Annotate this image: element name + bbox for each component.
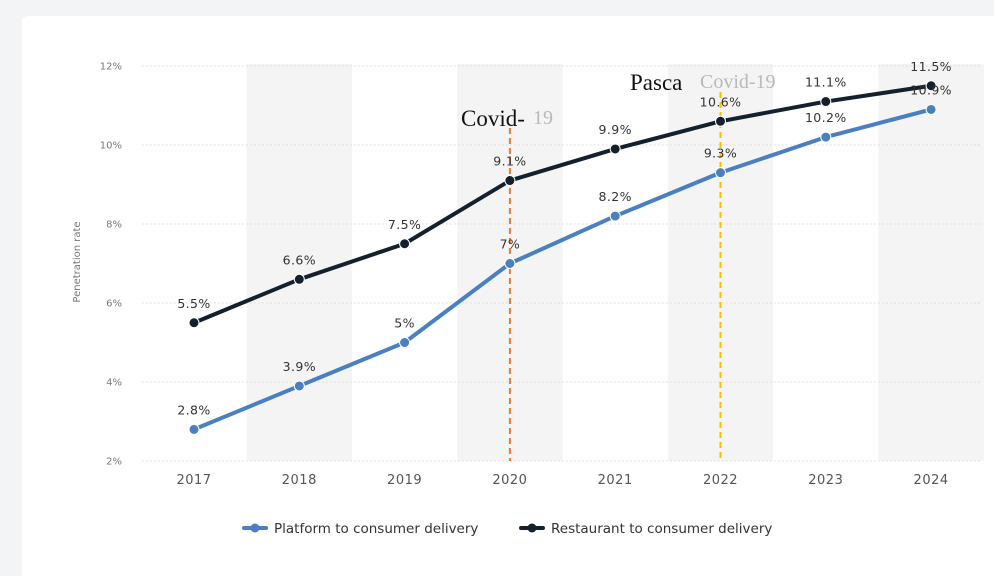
data-point bbox=[399, 337, 411, 348]
band-2024 bbox=[878, 64, 984, 461]
data-label: 6.6% bbox=[283, 252, 316, 267]
data-point bbox=[399, 238, 411, 250]
legend: Platform to consumer delivery Restaurant … bbox=[242, 521, 772, 537]
annotation-ghost-text: Covid-19 bbox=[700, 71, 776, 93]
data-label: 7.5% bbox=[388, 217, 421, 232]
data-label: 9.1% bbox=[493, 154, 526, 169]
annotation-text: Pasca bbox=[630, 70, 682, 95]
annotation-text: Covid- bbox=[461, 106, 525, 131]
data-point bbox=[188, 317, 200, 329]
data-point bbox=[188, 423, 200, 435]
data-point bbox=[293, 273, 305, 285]
data-point bbox=[715, 115, 726, 127]
x-axis-ticks: 2017 2018 2019 2020 2021 2022 2023 2024 bbox=[176, 473, 948, 488]
data-point bbox=[925, 80, 937, 92]
band-2018 bbox=[246, 64, 352, 461]
annotation-texts: 19 Covid- Covid-19 Pasca bbox=[461, 70, 776, 131]
data-label: 5% bbox=[394, 316, 415, 331]
x-tick-label: 2023 bbox=[808, 473, 843, 488]
data-label: 10.9% bbox=[910, 82, 952, 97]
legend-swatch-marker bbox=[527, 523, 537, 533]
y-axis-label: Penetration rate bbox=[72, 221, 83, 302]
legend-label: Restaurant to consumer delivery bbox=[551, 521, 772, 537]
data-point bbox=[715, 167, 726, 179]
x-tick-label: 2018 bbox=[282, 473, 317, 488]
data-point bbox=[925, 103, 937, 115]
data-label: 2.8% bbox=[177, 402, 210, 417]
y-tick-label: 10% bbox=[100, 141, 122, 152]
x-tick-label: 2024 bbox=[914, 473, 949, 488]
x-tick-label: 2020 bbox=[492, 473, 527, 488]
x-tick-label: 2017 bbox=[176, 473, 211, 488]
data-point bbox=[609, 210, 621, 222]
y-tick-label: 8% bbox=[106, 220, 122, 231]
data-label: 7% bbox=[500, 237, 521, 252]
series-group bbox=[188, 80, 937, 435]
data-label: 9.3% bbox=[704, 146, 737, 161]
data-point bbox=[293, 380, 305, 392]
grid-lines bbox=[142, 65, 982, 462]
data-label: 5.5% bbox=[177, 296, 210, 311]
y-tick-label: 6% bbox=[106, 299, 122, 310]
data-labels: 2.8% 3.9% 5% 7% 8.2% 9.3% 10.2% 10.9% 5.5% 6.6% 7.… bbox=[177, 59, 952, 418]
data-point bbox=[820, 96, 832, 108]
data-point bbox=[504, 175, 516, 187]
alternating-bands bbox=[246, 64, 984, 461]
data-label: 8.2% bbox=[599, 189, 632, 204]
legend-label: Platform to consumer delivery bbox=[274, 521, 478, 537]
x-tick-label: 2019 bbox=[387, 473, 422, 488]
data-label: 11.1% bbox=[805, 75, 847, 90]
data-label: 10.6% bbox=[700, 94, 742, 109]
data-label: 11.5% bbox=[910, 59, 952, 74]
data-label: 3.9% bbox=[283, 359, 316, 374]
y-tick-label: 12% bbox=[100, 62, 122, 73]
data-label: 9.9% bbox=[599, 122, 632, 137]
data-point bbox=[820, 131, 832, 143]
annotation-ghost-text: 19 bbox=[533, 107, 553, 129]
x-tick-label: 2022 bbox=[703, 473, 738, 488]
legend-swatch-marker bbox=[250, 523, 260, 533]
series-line-platform bbox=[192, 107, 934, 432]
data-label: 10.2% bbox=[805, 110, 847, 125]
y-axis-ticks: 2% 4% 6% 8% 10% 12% bbox=[100, 62, 122, 468]
y-tick-label: 2% bbox=[106, 457, 122, 468]
x-tick-label: 2021 bbox=[598, 473, 633, 488]
y-tick-label: 4% bbox=[106, 378, 122, 389]
data-point bbox=[504, 258, 516, 269]
series-line-restaurant bbox=[192, 83, 934, 325]
data-point bbox=[609, 143, 621, 155]
